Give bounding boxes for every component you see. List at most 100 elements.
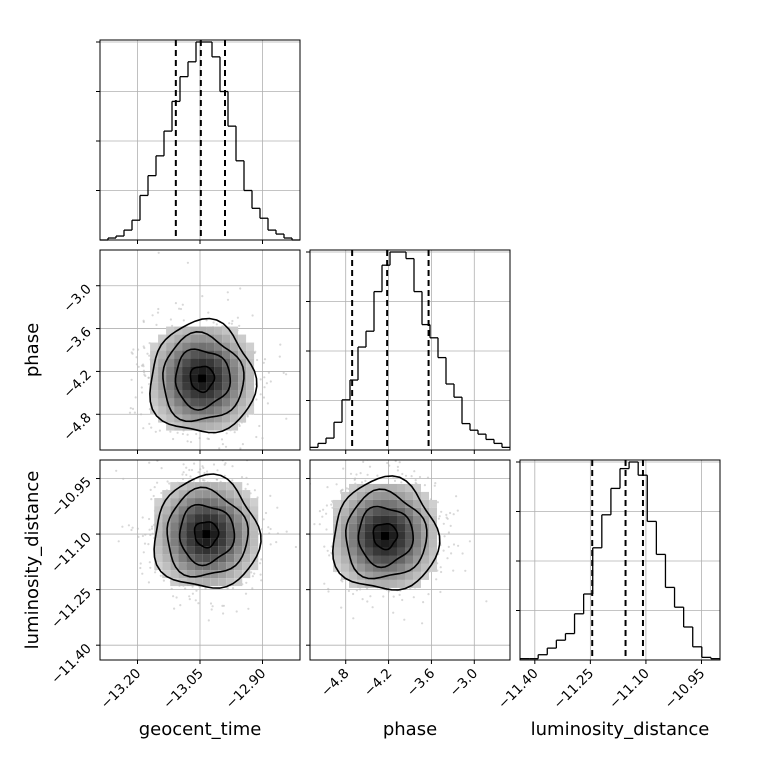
density-cell [429, 547, 437, 556]
density-cell [421, 563, 429, 572]
density-cell [166, 382, 175, 391]
scatter-point [244, 487, 247, 490]
scatter-point [230, 322, 233, 325]
density-cell [389, 491, 397, 500]
density-cell [226, 522, 235, 531]
density-cell [178, 562, 187, 571]
scatter-point [366, 600, 369, 603]
scatter-point [371, 606, 374, 609]
scatter-point [226, 298, 230, 301]
scatter-point [450, 552, 453, 555]
density-cell [226, 578, 235, 587]
density-cell [365, 499, 373, 508]
scatter-point [449, 524, 452, 528]
density-cell [242, 522, 251, 531]
density-cell [357, 563, 365, 572]
density-cell [178, 490, 187, 499]
density-cell [397, 491, 405, 500]
scatter-point [231, 319, 234, 323]
density-cell [178, 546, 187, 555]
density-cell [222, 390, 231, 399]
density-cell [178, 514, 187, 523]
density-cell [186, 538, 195, 547]
marginal-panel-luminosity-distance: −11.40 −11.25 −11.10 −10.95 [495, 459, 721, 712]
scatter-point [259, 378, 262, 381]
density-cell [246, 350, 255, 359]
density-cell [222, 350, 231, 359]
density-cell [194, 490, 203, 499]
scatter-point [221, 443, 224, 446]
scatter-point [254, 350, 257, 353]
density-cell [158, 406, 167, 415]
density-cell [242, 514, 251, 523]
scatter-point [188, 595, 191, 598]
density-cell [170, 546, 179, 555]
scatter-point [426, 476, 430, 479]
scatter-point [166, 480, 169, 483]
density-cell [365, 571, 373, 580]
density-cell [341, 515, 349, 524]
density-cell [190, 414, 199, 423]
density-peak [198, 374, 207, 383]
scatter-point [241, 443, 244, 446]
density-cell [162, 514, 171, 523]
labels-layer: geocent_time phase luminosity_distance p… [22, 323, 709, 740]
density-cell [230, 366, 239, 375]
scatter-point [260, 558, 263, 561]
density-cell [381, 579, 389, 588]
scatter-point [227, 453, 229, 455]
density-cell [397, 531, 405, 540]
density-cell [373, 507, 381, 516]
scatter-point [366, 587, 369, 590]
scatter-point [140, 364, 144, 367]
scatter-point [386, 461, 389, 465]
density-cell [246, 398, 255, 407]
scatter-point [420, 456, 422, 458]
density-cell [206, 374, 215, 383]
density-cell [405, 579, 413, 588]
scatter-point [141, 516, 144, 519]
density-cell [178, 554, 187, 563]
density-cell [206, 350, 215, 359]
scatter-point [204, 587, 207, 590]
density-cell [246, 390, 255, 399]
density-cell [397, 555, 405, 564]
density-cell [166, 398, 175, 407]
scatter-point [184, 587, 187, 590]
density-cell [381, 507, 389, 516]
density-cell [373, 499, 381, 508]
density-cell [397, 523, 405, 532]
density-cell [373, 491, 381, 500]
density-cell [222, 414, 231, 423]
scatter-point [211, 605, 214, 608]
density-cell [222, 374, 231, 383]
density-cell [194, 514, 203, 523]
density-cell [190, 390, 199, 399]
density-cell [214, 366, 223, 375]
density-peak [381, 531, 389, 540]
density-cell [198, 342, 207, 351]
scatter-point [330, 503, 333, 506]
density-cell [210, 530, 219, 539]
density-cell [182, 366, 191, 375]
density-cell [218, 578, 227, 587]
density-cell [202, 506, 211, 515]
density-cell [174, 382, 183, 391]
density-cell [166, 342, 175, 351]
marginal-panel-geocent-time [96, 39, 301, 244]
scatter-point [351, 456, 353, 458]
scatter-point [148, 461, 151, 464]
density-cell [397, 483, 405, 492]
density-cell [230, 390, 239, 399]
density-cell [246, 366, 255, 375]
density-cell [238, 334, 247, 343]
density-cell [194, 570, 203, 579]
density-cell [429, 499, 437, 508]
scatter-point [189, 475, 192, 478]
scatter-point [142, 345, 145, 348]
density-cell [397, 499, 405, 508]
scatter-point [188, 468, 191, 472]
density-cell [158, 374, 167, 383]
scatter-point [447, 545, 450, 549]
scatter-point [260, 579, 263, 582]
